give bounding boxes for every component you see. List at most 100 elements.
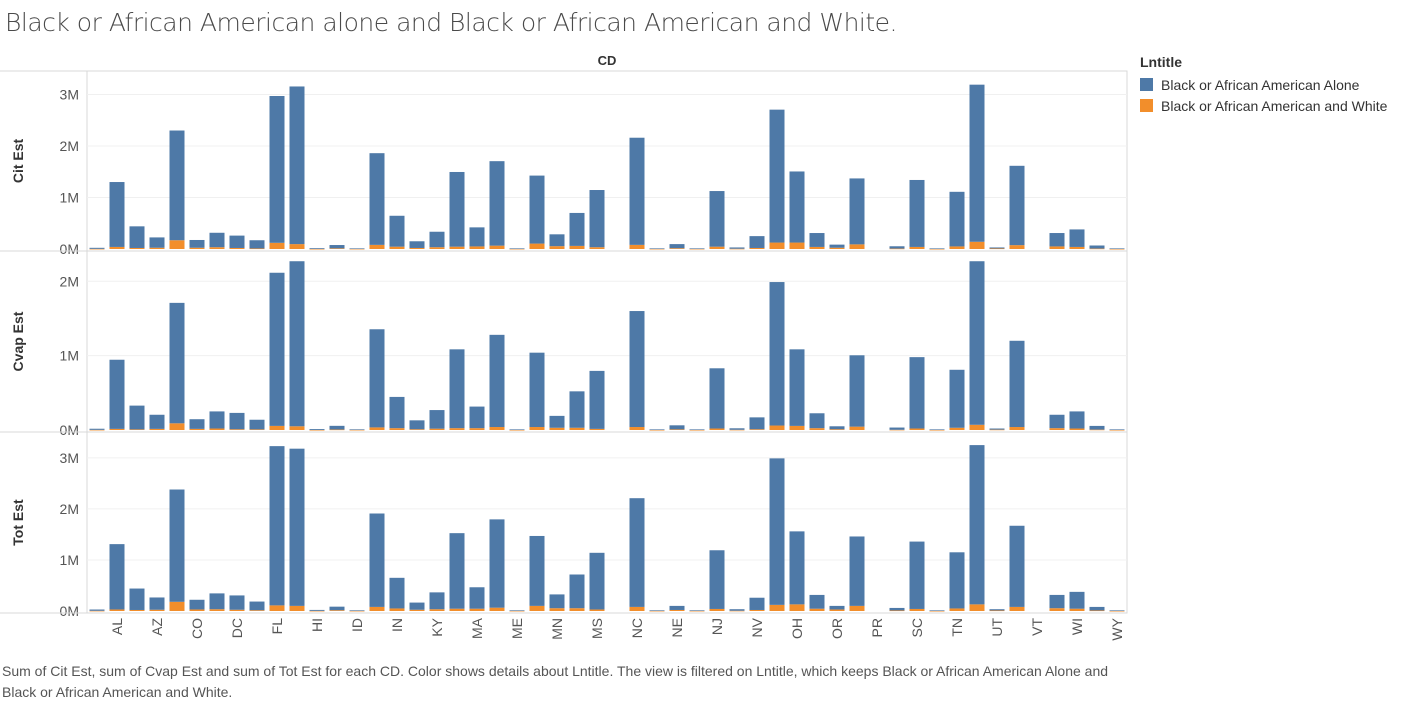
bar-white-TN [949, 608, 965, 611]
x-tick-label: ME [509, 618, 525, 639]
bar-alone-OK [809, 413, 825, 429]
bar-alone-NE [669, 605, 685, 610]
bar-white-MD [489, 427, 505, 430]
bar-alone-PA [849, 355, 865, 427]
bar-alone-MN [549, 415, 565, 428]
chart-title: Black or African American alone and Blac… [5, 8, 898, 37]
bar-white-DE [249, 429, 265, 431]
bar-alone-AK [89, 247, 105, 249]
bar-alone-MA [469, 587, 485, 609]
bar-alone-CT [209, 232, 225, 248]
bar-alone-NH [689, 429, 705, 430]
bar-white-WA [1049, 246, 1065, 249]
bar-alone-NM [729, 247, 745, 249]
bar-white-CO [189, 609, 205, 611]
bar-alone-TX [969, 84, 985, 242]
bar-alone-MD [489, 519, 505, 608]
bar-alone-AK [89, 609, 105, 611]
x-tick-label: MN [549, 618, 565, 640]
bar-white-MD [489, 245, 505, 249]
bar-white-MA [469, 246, 485, 249]
bar-white-KS [409, 609, 425, 611]
bar-white-NC [629, 427, 645, 430]
bar-alone-DE [249, 419, 265, 430]
bar-white-NC [629, 606, 645, 611]
legend-item-white[interactable]: Black or African American and White [1140, 95, 1387, 116]
bar-white-AR [129, 429, 145, 431]
x-tick-label: FL [269, 618, 285, 635]
x-tick-label: OH [789, 618, 805, 639]
bar-alone-MI [529, 352, 545, 428]
bar-white-SC [909, 608, 925, 611]
bar-alone-WA [1049, 594, 1065, 609]
bar-white-TX [969, 604, 985, 611]
bar-alone-NM [729, 428, 745, 430]
bar-alone-ND [649, 429, 665, 430]
y-tick-label: 2M [60, 501, 79, 517]
bar-white-AK [89, 248, 105, 250]
column-header: CD [598, 53, 617, 68]
bar-alone-NE [669, 244, 685, 249]
bar-alone-IA [329, 606, 345, 611]
bar-white-LA [449, 428, 465, 430]
bar-white-OH [789, 242, 805, 249]
bar-white-KY [429, 247, 445, 249]
bar-white-PA [849, 605, 865, 611]
bar-white-WA [1049, 608, 1065, 611]
x-tick-label: ID [349, 618, 365, 632]
bar-white-TX [969, 424, 985, 430]
bar-alone-NM [729, 609, 745, 611]
bar-alone-NJ [709, 550, 725, 609]
bar-white-OH [789, 604, 805, 611]
bar-white-KY [429, 428, 445, 430]
bar-alone-CO [189, 239, 205, 248]
bar-alone-CT [209, 593, 225, 610]
bar-white-ME [509, 248, 525, 250]
legend-title: Lntitle [1140, 54, 1182, 70]
bar-alone-TN [949, 552, 965, 609]
bar-alone-MO [569, 574, 585, 609]
bar-white-GA [289, 244, 305, 249]
bar-alone-CT [209, 411, 225, 429]
legend-item-alone[interactable]: Black or African American Alone [1140, 74, 1387, 95]
bar-white-FL [269, 605, 285, 611]
bar-white-NE [669, 429, 685, 431]
bar-alone-DC [229, 595, 245, 610]
bar-alone-SC [909, 541, 925, 609]
x-tick-label: UT [989, 618, 1005, 637]
bar-white-IA [329, 610, 345, 611]
bar-alone-MS [589, 190, 605, 248]
bar-alone-CA [169, 302, 185, 424]
bar-white-KY [429, 609, 445, 611]
bar-white-WV [1089, 429, 1105, 431]
bar-white-CA [169, 423, 185, 430]
bar-white-TX [969, 241, 985, 249]
bar-white-IN [389, 428, 405, 430]
bar-alone-AZ [149, 237, 165, 248]
bar-white-NH [689, 610, 705, 612]
bar-white-IL [369, 427, 385, 430]
chart-area: CD 0M 1M 2M 3M Cit Est 0M 1M 2M Cvap Est 0M 1M 2M 3M T… [0, 53, 1128, 641]
bar-alone-NC [629, 137, 645, 245]
y-tick-label: 0M [60, 603, 79, 619]
bar-alone-AL [109, 544, 125, 610]
bar-white-ND [649, 248, 665, 250]
bar-white-OK [809, 608, 825, 611]
bar-alone-NJ [709, 368, 725, 429]
x-tick-label: KY [429, 617, 445, 636]
x-tick-label: OR [829, 618, 845, 639]
bar-white-WY [1109, 429, 1125, 431]
bar-white-SC [909, 246, 925, 249]
bar-white-AL [109, 428, 125, 430]
bar-alone-AR [129, 588, 145, 610]
bar-white-GA [289, 605, 305, 611]
bar-alone-ND [649, 248, 665, 249]
bar-white-NC [629, 244, 645, 249]
bar-white-PA [849, 426, 865, 430]
bar-white-MI [529, 427, 545, 430]
bar-white-AZ [149, 609, 165, 611]
bar-alone-IN [389, 396, 405, 429]
bar-alone-IA [329, 425, 345, 430]
bar-white-NV [749, 429, 765, 430]
bar-white-VA [1009, 245, 1025, 249]
